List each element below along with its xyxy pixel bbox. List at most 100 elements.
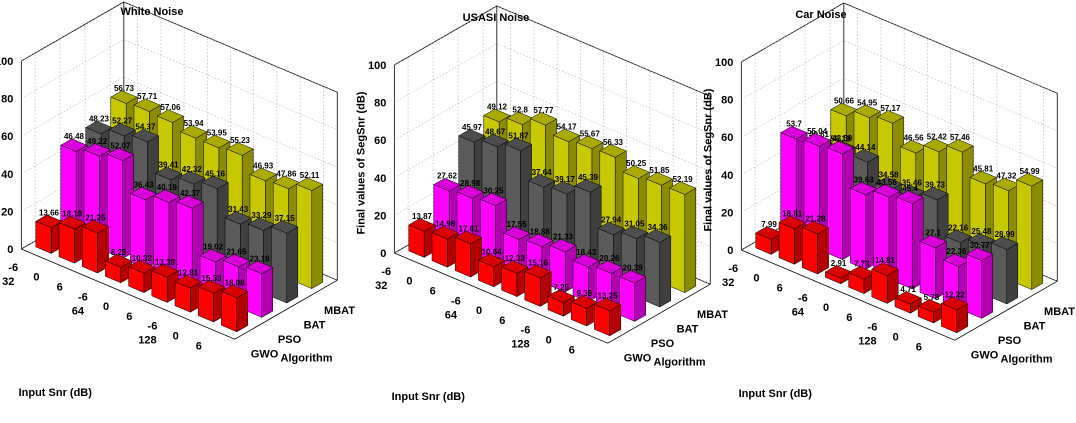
z-gridline: [741, 77, 1058, 169]
x-tick-label: 6: [499, 315, 505, 327]
bar-value-label: 12.22: [945, 290, 966, 299]
x-tick-label: 0: [546, 335, 552, 347]
bar-value-label: 49.22: [87, 137, 108, 146]
bar-front-face: [221, 290, 238, 333]
x-tick-label: 6: [569, 344, 575, 356]
x-order-label: 128: [858, 336, 876, 348]
bar-top-face: [153, 189, 181, 203]
bar-top-face: [270, 220, 299, 234]
bar-value-label: 28.98: [460, 179, 481, 188]
z-gridline: [394, 118, 711, 210]
bar-value-label: 18.08: [225, 278, 246, 287]
bar-value-label: 25.48: [971, 227, 992, 236]
chart-title: Car Noise: [795, 9, 846, 21]
bar-value-label: 46.93: [253, 161, 274, 170]
bar-front-face: [919, 241, 936, 300]
bar-pso-2: 56.19: [826, 135, 855, 261]
bar-value-label: 46.56: [904, 134, 925, 143]
bar-value-label: 43.59: [832, 134, 853, 143]
bar-top-face: [944, 229, 972, 243]
bar-value-label: 27.94: [601, 215, 622, 224]
bar-value-label: 54.17: [557, 122, 578, 131]
bar-front-face: [966, 253, 983, 319]
bar-front-face: [669, 187, 686, 293]
bar-top-face: [643, 229, 672, 243]
bar-gwo-7: 15.33: [197, 274, 226, 323]
bar-top-face: [574, 179, 602, 193]
bar-value-label: 7.99: [761, 220, 777, 229]
bar-value-label: 36.43: [134, 181, 155, 190]
x-tick-label: 0: [103, 301, 109, 313]
bar-top-face: [408, 218, 436, 232]
bar-top-face: [201, 175, 229, 189]
x-tick-label: 6: [846, 312, 852, 324]
y-tick-label: BAT: [1024, 320, 1046, 332]
bar-top-face: [529, 112, 558, 126]
y-tick-label: MBAT: [697, 309, 728, 321]
bar-value-label: 7.73: [854, 260, 870, 269]
x-tick-label: -6: [8, 262, 18, 274]
z-gridline: [21, 152, 338, 243]
bar-value-label: 10.64: [482, 247, 503, 256]
bar-value-label: 18.88: [530, 227, 551, 236]
bar-front-face: [778, 222, 795, 265]
bar-top-face: [106, 147, 135, 161]
z-tick-label: 60: [721, 132, 733, 144]
bar-value-label: 55.04: [807, 127, 828, 136]
y-axis-label: Algorithm: [1001, 353, 1053, 365]
bar-top-face: [780, 125, 808, 140]
x-tick-label: -6: [798, 292, 808, 304]
z-gridline: [741, 2, 1058, 94]
bar-value-label: 31.43: [228, 205, 249, 214]
bar-gwo-4: 12.33: [501, 254, 529, 298]
bar-top-face: [81, 219, 110, 234]
z-tick-label: 60: [1, 131, 13, 143]
bar-value-label: 49.12: [487, 102, 508, 111]
x-tick-label: 0: [33, 272, 39, 284]
bar-top-face: [570, 295, 599, 309]
z-tick-label: 40: [721, 170, 733, 182]
bar-value-label: 53.7: [786, 120, 802, 129]
bar-gwo-6: 4.71: [894, 285, 922, 314]
bar-bat-8: 28.99: [990, 230, 1019, 305]
chart-panel-1: 02040608010056.7357.7157.0653.9453.9555.…: [0, 1, 355, 399]
z-tick-label: 0: [380, 248, 386, 260]
bar-front-face: [991, 242, 1008, 305]
bar-top-face: [501, 260, 529, 274]
bar-mbat-8: 54.99: [1015, 167, 1044, 291]
bar-value-label: 48.67: [485, 128, 506, 137]
bar-top-face: [876, 110, 905, 124]
bar-top-face: [245, 260, 274, 275]
bar-value-label: 18.19: [62, 210, 83, 219]
bar-gwo-0: 13.87: [408, 212, 436, 258]
bar-value-label: 40.61: [809, 130, 830, 139]
bar-top-face: [801, 220, 830, 235]
bar-value-label: 54.99: [1020, 167, 1041, 176]
bar-bat-8: 34.36: [643, 223, 672, 308]
bar-top-face: [969, 170, 997, 185]
bar-gwo-8: 12.22: [940, 290, 969, 334]
bar-value-label: 30.77: [970, 241, 991, 250]
x-order-label: 128: [138, 335, 156, 347]
bar-top-face: [965, 247, 994, 261]
bar-value-label: 2.91: [831, 259, 847, 268]
z-gridline: [394, 43, 711, 135]
bar-top-face: [940, 296, 969, 311]
bar-top-face: [873, 184, 901, 198]
bar-top-face: [104, 254, 133, 268]
z-axis-label: Final values of SegSnr (dB): [702, 88, 714, 231]
z-tick-label: 0: [7, 244, 13, 256]
bar-value-label: 15.33: [201, 274, 222, 283]
bar-side-face: [261, 267, 274, 318]
bar-pso-0: 46.48: [60, 132, 88, 240]
z-tick-label: 80: [1, 94, 13, 106]
bar-value-label: 55.23: [230, 136, 251, 145]
bar-gwo-5: 15.16: [524, 258, 552, 307]
bar-top-face: [502, 226, 531, 240]
bar-value-label: 31.05: [624, 219, 645, 228]
bar-value-label: 45.97: [462, 123, 483, 132]
bar-top-face: [110, 90, 138, 104]
bar-front-face: [271, 226, 288, 304]
x-order-label: 32: [722, 277, 734, 289]
